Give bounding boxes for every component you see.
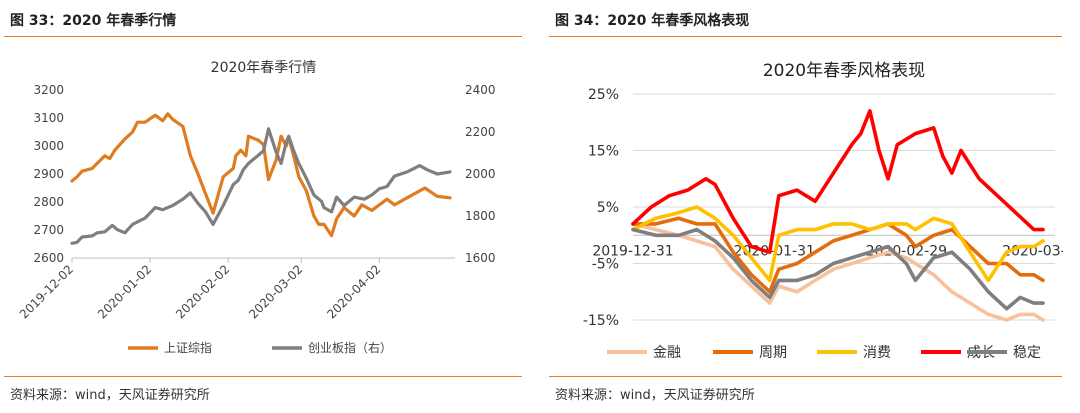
y-right-tick-label: 2200 xyxy=(465,125,496,139)
x-tick-label: 2020-01-02 xyxy=(95,262,154,321)
series-line-growth xyxy=(631,109,1045,254)
y-left-tick-label: 3100 xyxy=(33,111,64,125)
x-tick-label: 2019-12-31 xyxy=(592,243,673,259)
spring-market-chart: 2020年春季行情 3200 3100 3000 2900 2800 2700 2600 240… xyxy=(17,60,496,355)
figure-title: 图 33：2020 年春季行情 xyxy=(10,13,177,29)
y-left-tick-label: 2900 xyxy=(33,167,64,181)
source-divider xyxy=(549,376,1062,377)
legend-label: 创业板指（右） xyxy=(308,340,392,355)
figure-34-panel: 图 34：2020 年春季风格表现 2020年春季风格表现 25% 15% 5% -5%… xyxy=(545,0,1080,413)
y-tick-label: 5% xyxy=(597,200,619,216)
series-line-shanghai xyxy=(70,112,452,238)
chart-title: 2020年春季行情 xyxy=(211,60,317,76)
x-tick-label: 2020-04-02 xyxy=(324,262,383,321)
figure-title: 图 34：2020 年春季风格表现 xyxy=(555,13,750,29)
y-left-tick-label: 2800 xyxy=(33,195,64,209)
source-note: 资料来源：wind，天风证券研究所 xyxy=(555,388,755,403)
legend-label: 消费 xyxy=(863,345,891,361)
chart-area: 2020年春季风格表现 25% 15% 5% -5% -15% 2019-12-31 2020… xyxy=(555,40,1066,374)
title-divider xyxy=(549,36,1062,37)
series-line-cyclical xyxy=(631,216,1045,294)
chart-area: 2020年春季行情 3200 3100 3000 2900 2800 2700 2600 240… xyxy=(10,40,518,374)
series-line-consumer xyxy=(631,205,1045,283)
title-divider xyxy=(4,36,522,37)
x-tick-label: 2020-02-02 xyxy=(173,262,232,321)
figure-33-panel: 图 33：2020 年春季行情 2020年春季行情 3200 3100 3000 290… xyxy=(4,13,522,403)
y-left-tick-label: 3200 xyxy=(33,83,64,97)
legend-label: 上证综指 xyxy=(164,340,212,355)
y-left-tick-label: 3000 xyxy=(33,139,64,153)
chart-title: 2020年春季风格表现 xyxy=(763,61,925,81)
y-tick-label: -15% xyxy=(583,313,619,329)
legend-label: 周期 xyxy=(759,345,787,361)
y-right-tick-label: 1600 xyxy=(465,251,496,265)
y-right-tick-label: 2400 xyxy=(465,83,496,97)
x-tick-label: 2019-12-02 xyxy=(17,262,76,321)
y-tick-label: 25% xyxy=(588,87,619,103)
legend-label: 稳定 xyxy=(1013,345,1041,361)
x-tick-label: 2020-03-02 xyxy=(246,262,305,321)
y-left-tick-label: 2600 xyxy=(33,251,64,265)
y-tick-label: 15% xyxy=(588,144,619,160)
y-right-tick-label: 1800 xyxy=(465,209,496,223)
series-line-chinext xyxy=(70,127,452,245)
y-right-tick-label: 2000 xyxy=(465,167,496,181)
source-divider xyxy=(4,376,522,377)
y-tick-label: -5% xyxy=(592,257,619,273)
legend-label: 金融 xyxy=(653,345,681,361)
source-note: 资料来源：wind，天风证券研究所 xyxy=(10,388,210,403)
series-line-stable xyxy=(631,227,1045,311)
y-left-tick-label: 2700 xyxy=(33,223,64,237)
series-line-finance xyxy=(631,222,1045,322)
